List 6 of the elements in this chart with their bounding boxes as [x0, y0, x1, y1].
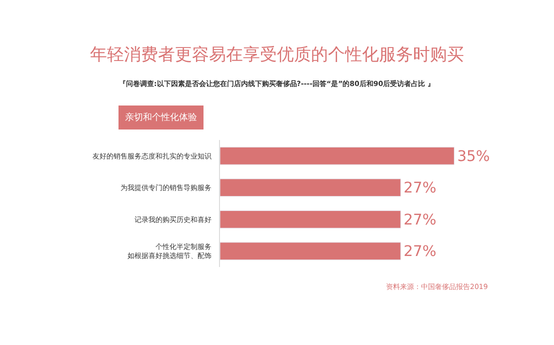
data-label: 27% [404, 180, 436, 197]
data-label: 35% [457, 148, 490, 165]
data-label: 27% [404, 211, 436, 228]
text: 亲切和个性化体验 [125, 112, 197, 123]
chart-title: 年轻消费者更容易在享受优质的个性化服务时购买 [90, 45, 464, 66]
data-label: 27% [404, 243, 436, 260]
